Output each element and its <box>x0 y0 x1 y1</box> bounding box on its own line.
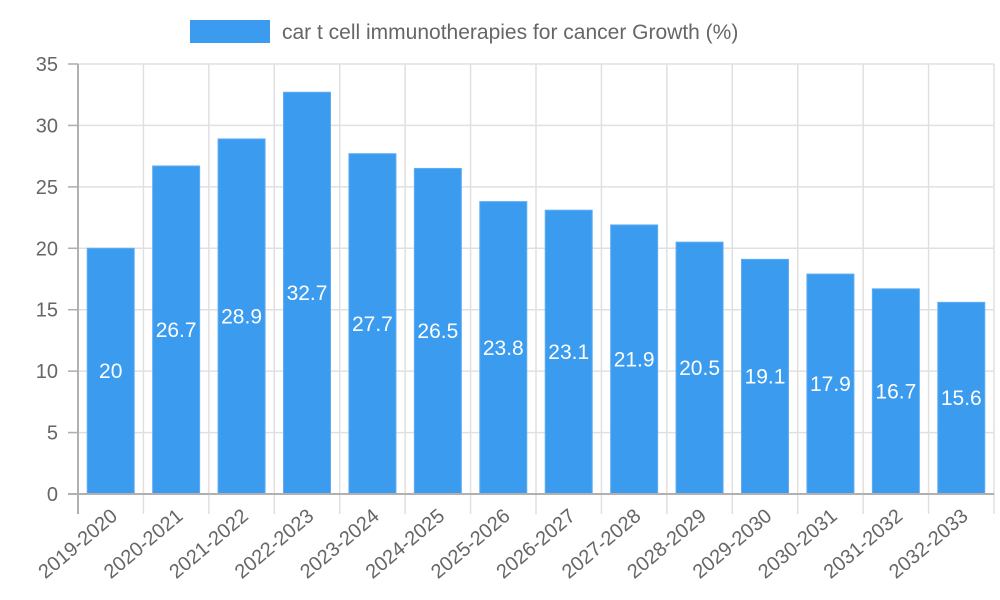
bars <box>86 91 986 495</box>
y-tick-label: 10 <box>36 361 58 383</box>
bar <box>544 209 593 495</box>
bar <box>217 138 266 495</box>
bar <box>871 288 920 495</box>
data-label: 26.5 <box>417 320 458 343</box>
y-tick-label: 5 <box>47 423 58 445</box>
y-tick-label: 20 <box>36 238 58 260</box>
data-label: 20 <box>99 360 122 383</box>
y-tick-label: 35 <box>36 54 58 76</box>
legend[interactable]: car t cell immunotherapies for cancer Gr… <box>190 20 738 44</box>
bar <box>283 91 331 495</box>
data-label: 28.9 <box>221 305 262 328</box>
y-tick-label: 0 <box>47 484 58 506</box>
x-axis-ticks: 2019-20202020-20212021-20222022-20232023… <box>35 505 973 583</box>
data-label: 16.7 <box>875 380 916 403</box>
data-label: 26.7 <box>156 319 197 342</box>
grid <box>68 63 995 514</box>
bar <box>86 247 135 495</box>
data-label: 20.5 <box>679 357 720 380</box>
bar <box>479 201 528 495</box>
legend-swatch <box>190 20 270 43</box>
data-label: 21.9 <box>614 348 655 371</box>
y-tick-label: 15 <box>36 300 58 322</box>
axes <box>68 64 994 514</box>
data-label: 27.7 <box>352 313 393 336</box>
y-axis-ticks: 0 5 10 15 20 25 30 35 <box>36 54 78 506</box>
y-tick-label: 25 <box>36 177 58 199</box>
data-label: 19.1 <box>745 366 786 389</box>
data-label: 23.1 <box>548 341 589 364</box>
data-label: 15.6 <box>941 387 982 410</box>
bar <box>741 258 789 495</box>
data-label: 32.7 <box>287 282 328 305</box>
data-label: 17.9 <box>810 373 851 396</box>
bar <box>610 224 659 495</box>
y-tick-label: 30 <box>36 115 58 137</box>
bar <box>152 165 201 495</box>
bar <box>675 241 724 495</box>
bar <box>937 301 986 495</box>
data-labels: 20 26.7 28.9 32.7 27.7 26.5 23.8 23.1 21.9 20.5 19… <box>99 282 982 410</box>
bar <box>413 167 462 495</box>
bar <box>806 273 855 495</box>
data-label: 23.8 <box>483 337 524 360</box>
legend-label: car t cell immunotherapies for cancer Gr… <box>282 21 738 44</box>
